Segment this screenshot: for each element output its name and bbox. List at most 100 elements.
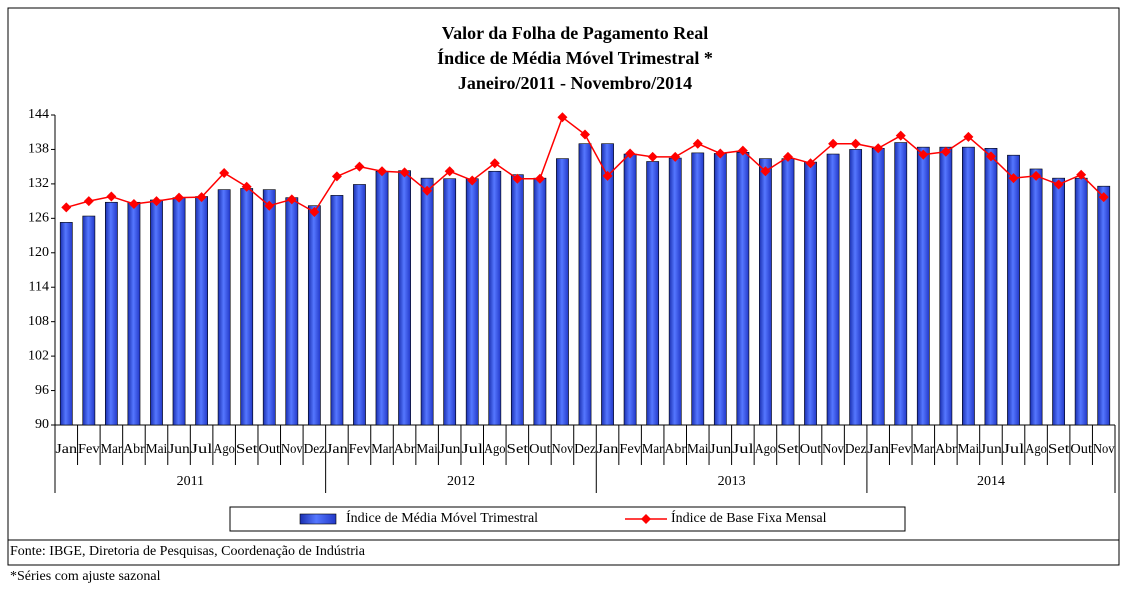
x-tick-label: Set	[236, 442, 258, 457]
x-tick-label: Mai	[687, 442, 709, 457]
marker	[1098, 192, 1109, 203]
x-tick-label: Ago	[484, 442, 506, 457]
bar	[759, 158, 772, 426]
marker	[174, 192, 185, 203]
bar	[353, 184, 366, 426]
marker	[196, 192, 207, 203]
bar	[488, 170, 502, 426]
bar	[984, 147, 998, 426]
legend	[229, 506, 906, 532]
bar	[962, 146, 975, 426]
x-tick-label: Jun	[168, 442, 190, 457]
y-tick-label: 120	[28, 245, 49, 260]
x-tick-label: Jan	[56, 442, 78, 457]
marker	[512, 173, 523, 184]
bar	[82, 215, 96, 426]
chart-title: Janeiro/2011 - Novembro/2014	[458, 73, 692, 93]
x-tick-label: Fev	[619, 442, 641, 457]
x-tick-label: Fev	[890, 442, 912, 457]
marker	[692, 138, 703, 149]
x-tick-label: Abr	[123, 442, 145, 457]
bar	[939, 146, 953, 426]
x-tick-label: Ago	[755, 442, 777, 457]
bar	[804, 161, 817, 426]
x-tick-label: Ago	[1025, 442, 1047, 457]
marker	[715, 148, 726, 159]
year-label: 2011	[177, 474, 204, 489]
marker	[354, 161, 365, 172]
year-label: 2014	[977, 474, 1005, 489]
x-tick-label: Jan	[597, 442, 619, 457]
y-tick-label: 138	[28, 142, 49, 157]
bar	[894, 142, 908, 426]
y-tick-label: 114	[29, 279, 49, 294]
bar	[646, 161, 660, 426]
marker	[895, 130, 906, 141]
bar	[916, 146, 930, 426]
x-tick-label: Out	[529, 442, 551, 457]
bar	[217, 189, 231, 426]
x-tick-label: Fev	[349, 442, 371, 457]
chart-frame	[7, 7, 1120, 566]
y-tick-label: 90	[35, 417, 49, 432]
chart-title: Valor da Folha de Pagamento Real	[442, 23, 709, 43]
x-tick-label: Out	[800, 442, 822, 457]
marker	[399, 167, 410, 178]
x-tick-label: Mar	[371, 442, 393, 457]
bar	[668, 157, 682, 426]
legend-label: Índice de Base Fixa Mensal	[671, 509, 827, 526]
marker	[467, 175, 478, 186]
bar	[736, 152, 750, 426]
marker	[106, 191, 117, 202]
marker	[1008, 173, 1019, 184]
marker	[1031, 170, 1042, 181]
marker	[422, 185, 433, 196]
x-tick-label: Out	[1070, 442, 1092, 457]
marker	[241, 181, 252, 192]
x-tick-label: Nov	[552, 442, 574, 457]
marker	[805, 158, 816, 169]
legend-swatch	[299, 513, 337, 525]
x-tick-label: Jul	[732, 442, 754, 457]
x-tick-label: Jun	[439, 442, 461, 457]
bar	[330, 195, 344, 426]
marker	[309, 207, 320, 218]
bar	[1052, 177, 1066, 426]
x-tick-label: Nov	[822, 442, 844, 457]
legend-label: Índice de Média Móvel Trimestral	[346, 509, 538, 526]
bar	[578, 143, 592, 426]
bar	[262, 189, 276, 426]
marker	[1053, 179, 1064, 190]
marker	[83, 196, 94, 207]
marker	[782, 151, 793, 162]
marker	[264, 200, 275, 211]
chart-title: Índice de Média Móvel Trimestral *	[437, 47, 713, 68]
bar	[713, 153, 727, 426]
marker	[489, 158, 500, 169]
marker	[828, 138, 839, 149]
marker	[377, 166, 388, 177]
marker	[1076, 169, 1087, 180]
marker	[918, 149, 929, 160]
marker	[647, 151, 658, 162]
bar	[195, 196, 208, 426]
marker	[940, 146, 951, 157]
x-tick-label: Mai	[416, 442, 438, 457]
marker	[331, 171, 342, 182]
y-tick-label: 108	[28, 314, 49, 329]
x-tick-label: Nov	[1093, 442, 1115, 457]
x-tick-label: Mar	[913, 442, 935, 457]
legend-swatch	[641, 514, 651, 524]
x-tick-label: Out	[258, 442, 280, 457]
marker	[602, 170, 613, 181]
bar	[826, 153, 840, 426]
x-tick-label: Dez	[845, 442, 867, 457]
bar	[1074, 177, 1088, 426]
x-tick-label: Fev	[78, 442, 100, 457]
source-note: Fonte: IBGE, Diretoria de Pesquisas, Coo…	[10, 544, 366, 559]
marker	[557, 112, 568, 123]
x-tick-label: Mar	[642, 442, 664, 457]
bar	[601, 143, 614, 426]
